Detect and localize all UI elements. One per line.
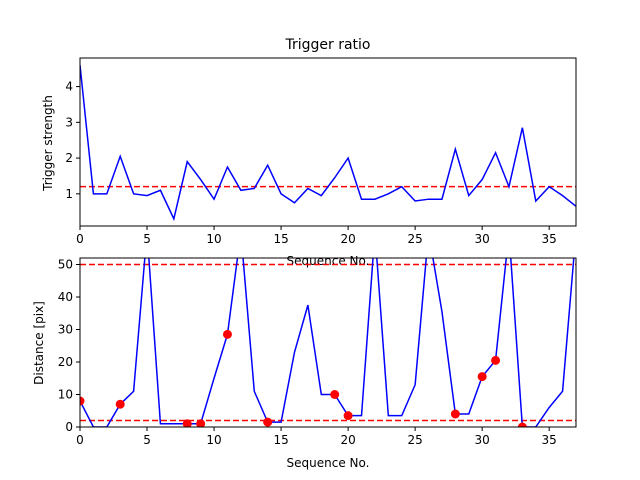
data-point [196,419,206,427]
data-point [450,409,460,419]
y-tick-label: 20 [58,355,73,369]
data-point [115,399,125,409]
x-tick-label: 5 [143,433,151,447]
x-axis-label: Sequence No. [287,254,370,268]
data-point [343,411,353,421]
y-tick-label: 2 [65,151,73,165]
x-tick-label: 5 [143,232,151,246]
y-tick-label: 40 [58,290,73,304]
y-tick-label: 1 [65,187,73,201]
data-point [182,419,192,427]
data-point [330,390,340,399]
y-axis-label: Distance [pix] [32,301,46,385]
plot-area [80,65,576,222]
x-tick-label: 0 [76,433,84,447]
y-tick-label: 4 [65,80,73,94]
data-point [477,372,487,382]
x-tick-label: 20 [340,232,355,246]
y-tick-label: 0 [65,420,73,434]
y-axis-label: Trigger strength [41,95,55,192]
x-tick-label: 10 [206,433,221,447]
x-tick-label: 35 [542,232,557,246]
x-tick-label: 20 [340,433,355,447]
axes-frame [79,57,577,227]
data-point [263,417,273,427]
x-tick-label: 0 [76,232,84,246]
trigger-ratio-panel: Trigger ratio Trigger strength Sequence … [41,37,577,268]
x-tick-label: 10 [206,232,221,246]
chart-title: Trigger ratio [284,37,370,53]
x-tick-label: 30 [475,433,490,447]
x-tick-label: 30 [475,232,490,246]
y-tick-label: 50 [58,258,73,272]
data-point [80,396,85,406]
axes-frame [79,257,577,428]
y-tick-label: 30 [58,323,73,337]
x-tick-label: 25 [407,232,422,246]
plot-area [80,258,576,427]
x-axis-label: Sequence No. [287,456,370,470]
x-tick-label: 15 [273,232,288,246]
x-tick-label: 15 [273,433,288,447]
data-point [491,355,501,365]
y-tick-label: 3 [65,115,73,129]
distance-panel: Distance [pix] Sequence No. 0 5 10 15 20 25 30… [32,257,577,470]
data-point [517,422,527,427]
y-tick-label: 10 [58,388,73,402]
data-point [222,329,232,339]
series-line [80,65,576,222]
x-tick-label: 25 [407,433,422,447]
x-tick-label: 35 [542,433,557,447]
